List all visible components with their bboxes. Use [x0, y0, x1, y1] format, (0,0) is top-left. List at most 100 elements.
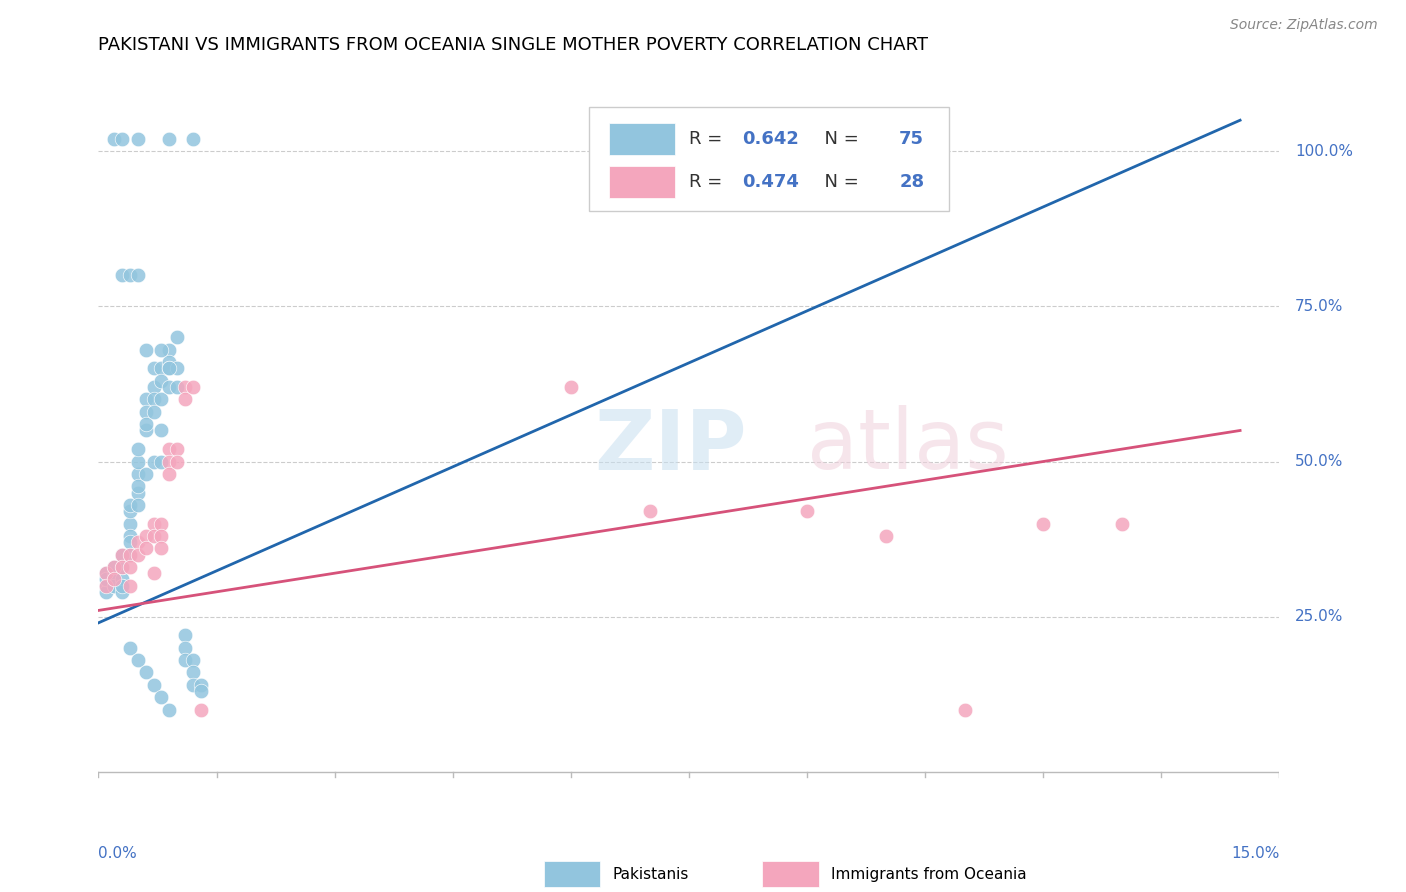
Point	[150, 424, 173, 438]
Point	[111, 132, 134, 146]
Point	[1111, 516, 1133, 531]
Point	[150, 690, 173, 705]
Point	[118, 529, 141, 543]
Point	[638, 504, 661, 518]
Point	[118, 516, 141, 531]
Point	[127, 454, 149, 468]
Point	[174, 392, 197, 407]
Point	[111, 548, 134, 562]
Text: 25.0%: 25.0%	[1295, 609, 1344, 624]
Text: N =: N =	[813, 173, 865, 191]
Point	[174, 380, 197, 394]
Point	[142, 392, 165, 407]
Text: 0.474: 0.474	[742, 173, 799, 191]
Point	[157, 361, 180, 376]
Point	[103, 132, 125, 146]
Point	[103, 573, 125, 587]
Text: 50.0%: 50.0%	[1295, 454, 1344, 469]
Point	[127, 479, 149, 493]
Point	[181, 665, 204, 680]
Point	[150, 361, 173, 376]
Text: 75: 75	[900, 130, 924, 148]
Point	[174, 653, 197, 667]
Point	[150, 529, 173, 543]
Point	[157, 380, 180, 394]
Text: PAKISTANI VS IMMIGRANTS FROM OCEANIA SINGLE MOTHER POVERTY CORRELATION CHART: PAKISTANI VS IMMIGRANTS FROM OCEANIA SIN…	[98, 36, 928, 54]
Point	[96, 566, 118, 581]
Point	[150, 343, 173, 357]
Point	[796, 504, 818, 518]
Point	[166, 330, 188, 344]
Point	[127, 653, 149, 667]
Point	[190, 678, 212, 692]
Point	[150, 516, 173, 531]
Point	[127, 485, 149, 500]
Point	[118, 498, 141, 512]
Point	[174, 640, 197, 655]
Point	[953, 703, 976, 717]
Point	[157, 132, 180, 146]
Point	[103, 579, 125, 593]
Point	[875, 529, 897, 543]
Point	[127, 535, 149, 549]
Point	[142, 380, 165, 394]
Point	[103, 579, 125, 593]
FancyBboxPatch shape	[762, 862, 818, 887]
Point	[127, 268, 149, 283]
Text: atlas: atlas	[807, 406, 1008, 486]
Point	[135, 665, 157, 680]
Point	[127, 467, 149, 481]
Point	[181, 380, 204, 394]
Point	[157, 343, 180, 357]
Point	[1032, 516, 1054, 531]
Point	[118, 535, 141, 549]
Point	[96, 579, 118, 593]
Text: 100.0%: 100.0%	[1295, 144, 1353, 159]
Text: 0.642: 0.642	[742, 130, 799, 148]
Point	[157, 467, 180, 481]
Point	[103, 560, 125, 574]
Point	[135, 424, 157, 438]
Point	[560, 380, 582, 394]
Point	[135, 392, 157, 407]
Point	[118, 268, 141, 283]
Text: 75.0%: 75.0%	[1295, 299, 1344, 314]
Point	[118, 560, 141, 574]
Point	[157, 703, 180, 717]
Point	[181, 653, 204, 667]
Point	[181, 678, 204, 692]
Point	[127, 132, 149, 146]
Point	[190, 684, 212, 698]
Point	[166, 454, 188, 468]
Point	[96, 566, 118, 581]
Point	[118, 504, 141, 518]
Point	[142, 516, 165, 531]
Point	[142, 405, 165, 419]
Text: Source: ZipAtlas.com: Source: ZipAtlas.com	[1230, 18, 1378, 32]
Point	[150, 392, 173, 407]
Point	[118, 640, 141, 655]
Point	[111, 579, 134, 593]
Point	[135, 467, 157, 481]
Point	[118, 579, 141, 593]
Point	[111, 268, 134, 283]
Point	[127, 498, 149, 512]
Point	[111, 548, 134, 562]
Text: 28: 28	[900, 173, 924, 191]
Point	[135, 417, 157, 432]
Text: 0.0%: 0.0%	[98, 847, 138, 862]
Point	[150, 374, 173, 388]
Point	[135, 541, 157, 556]
Text: ZIP: ZIP	[595, 406, 747, 486]
Point	[157, 442, 180, 456]
Point	[142, 678, 165, 692]
Point	[118, 548, 141, 562]
Point	[135, 405, 157, 419]
Point	[174, 628, 197, 642]
Point	[96, 579, 118, 593]
Text: R =: R =	[689, 130, 728, 148]
Text: R =: R =	[689, 173, 728, 191]
FancyBboxPatch shape	[609, 166, 675, 198]
Text: 15.0%: 15.0%	[1232, 847, 1279, 862]
Point	[166, 442, 188, 456]
